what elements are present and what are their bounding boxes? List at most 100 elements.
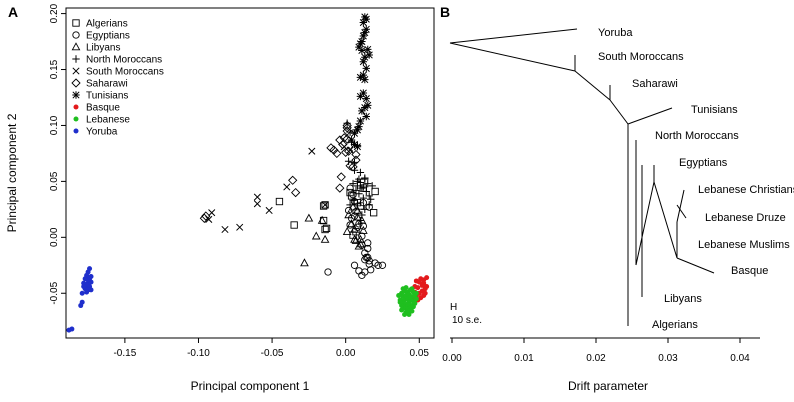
point-north-moroccans [365, 192, 373, 200]
point-tunisians [361, 53, 369, 61]
legend-marker-tunisians [72, 91, 80, 99]
point-lebanese [405, 301, 411, 307]
y-tick-label: 0.00 [49, 227, 60, 247]
point-saharawi [351, 155, 361, 165]
point-libyans [358, 225, 368, 234]
legend-marker-lebanese [73, 116, 79, 122]
point-lebanese [409, 308, 415, 314]
point-basque [421, 277, 427, 283]
point-algerians [322, 224, 331, 233]
point-north-moroccans [358, 184, 366, 192]
label-libyans: Libyans [664, 293, 702, 305]
point-basque [413, 278, 419, 284]
point-algerians [275, 197, 284, 206]
point-north-moroccans [362, 187, 370, 196]
point-south-moroccans [308, 147, 316, 155]
point-tunisians [350, 129, 359, 137]
point-algerians [321, 225, 329, 234]
point-egyptians [324, 268, 332, 276]
label-algerians: Algerians [652, 319, 698, 331]
point-north-moroccans [344, 157, 353, 165]
point-saharawi [348, 162, 358, 172]
legend-label-libyans: Libyans [86, 43, 120, 54]
scale-bar-label: 10 s.e. [452, 315, 482, 326]
point-egyptians [344, 206, 353, 215]
point-tunisians [350, 140, 359, 149]
point-libyans [311, 231, 321, 240]
label-egyptians: Egyptians [679, 157, 728, 169]
point-libyans [317, 215, 327, 224]
branch-lebanese-christians [676, 189, 685, 223]
y-tick-label: 0.15 [49, 59, 60, 79]
point-basque [422, 290, 428, 296]
legend-label-yoruba: Yoruba [86, 127, 118, 138]
label-lebanese-muslims: Lebanese Muslims [698, 239, 790, 251]
point-saharawi [290, 187, 301, 198]
panel-b-label: B [440, 4, 450, 20]
x-axis-label: Principal component 1 [191, 379, 310, 393]
scale-marker: H [450, 302, 457, 313]
point-saharawi [351, 149, 361, 160]
legend-marker-north-moroccans [72, 55, 80, 63]
point-north-moroccans [346, 201, 354, 209]
point-algerians [371, 187, 379, 196]
point-tunisians [355, 122, 363, 131]
point-lebanese [402, 312, 408, 318]
point-algerians [321, 201, 329, 209]
point-tunisians [362, 25, 370, 33]
legend-marker-egyptians [72, 31, 80, 39]
legend-label-basque: Basque [86, 103, 120, 114]
pca-scatter-plot: -0.15 -0.10 -0.05 0.00 0.05 -0.05 0.00 0.05 0.1… [5, 3, 435, 393]
point-saharawi [335, 183, 345, 193]
point-north-moroccans [349, 179, 357, 188]
point-south-moroccans [253, 193, 261, 201]
point-saharawi [345, 161, 355, 171]
point-saharawi [339, 133, 349, 143]
label-tunisians: Tunisians [691, 104, 738, 116]
point-south-moroccans [321, 201, 329, 209]
label-basque: Basque [731, 265, 768, 277]
legend-marker-yoruba [73, 128, 79, 134]
drift-tree-plot: 0.00 0.01 0.02 0.03 0.04 Drift parameter Yor… [442, 27, 794, 393]
point-algerians [369, 209, 378, 217]
branch-basque [676, 257, 715, 274]
point-north-moroccans [364, 179, 372, 188]
point-algerians [347, 192, 356, 200]
point-libyans [320, 234, 330, 243]
drift-tick-label: 0.02 [586, 353, 606, 364]
point-tunisians [361, 28, 369, 37]
point-libyans [304, 213, 314, 222]
point-saharawi [342, 120, 352, 131]
point-libyans [348, 202, 358, 211]
point-yoruba [84, 289, 90, 295]
point-south-moroccans [205, 215, 213, 223]
point-egyptians [367, 266, 375, 274]
point-north-moroccans [358, 211, 366, 219]
point-egyptians [361, 249, 369, 257]
point-tunisians [361, 13, 369, 21]
point-lebanese [413, 290, 419, 296]
x-tick-label: 0.00 [336, 348, 356, 359]
point-saharawi [332, 148, 342, 159]
x-tick-label: -0.10 [187, 348, 210, 359]
point-tunisians [361, 75, 369, 84]
point-lebanese [413, 296, 419, 302]
point-south-moroccans [236, 223, 244, 231]
drift-tick-label: 0.03 [658, 353, 678, 364]
point-north-moroccans [349, 196, 357, 205]
point-saharawi [338, 139, 348, 150]
point-yoruba [66, 327, 72, 333]
label-south-moroccans: South Moroccans [598, 51, 684, 63]
point-lebanese [403, 285, 409, 291]
point-tunisians [359, 57, 368, 66]
point-tunisians [359, 18, 368, 27]
label-lebanese-druze: Lebanese Druze [705, 212, 786, 224]
point-lebanese [396, 292, 402, 298]
legend-label-tunisians: Tunisians [86, 91, 128, 102]
point-north-moroccans [356, 168, 365, 177]
point-tunisians [356, 117, 365, 125]
point-yoruba [85, 277, 91, 283]
point-north-moroccans [359, 194, 368, 202]
label-lebanese-christians: Lebanese Christians [698, 184, 794, 196]
